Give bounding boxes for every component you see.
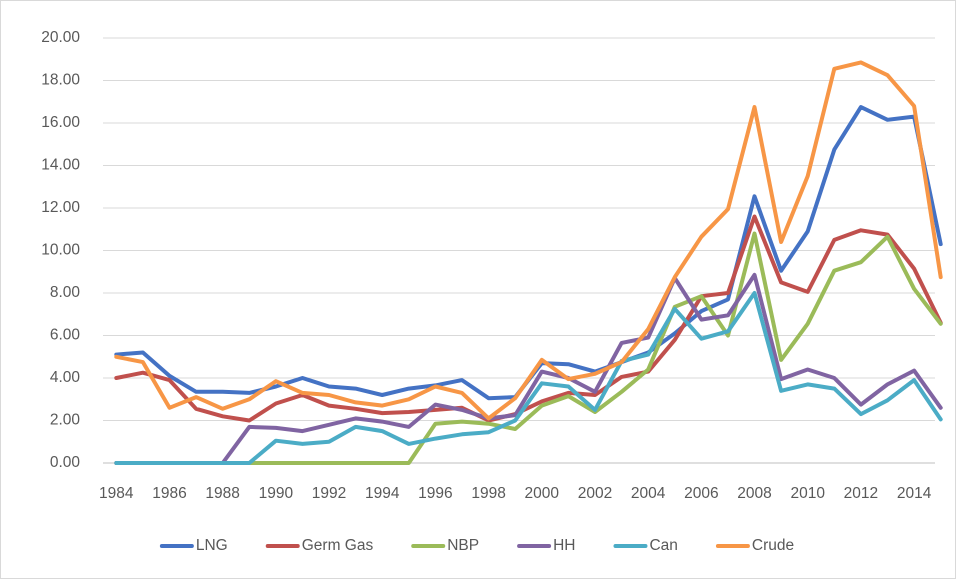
y-tick-label: 12.00 [41, 199, 80, 216]
y-tick-label: 16.00 [41, 114, 80, 131]
series-line [114, 60, 943, 421]
x-tick-label: 2002 [578, 485, 612, 502]
x-tick-label: 2004 [631, 485, 666, 502]
x-tick-label: 1992 [312, 485, 346, 502]
y-tick-label: 8.00 [50, 284, 81, 301]
y-tick-label: 10.00 [41, 242, 80, 259]
x-tick-label: 2008 [737, 485, 771, 502]
y-tick-label: 6.00 [50, 327, 81, 344]
series-line [114, 214, 943, 423]
legend-label: HH [553, 537, 575, 554]
y-tick-label: 18.00 [41, 72, 80, 89]
series-line [114, 231, 943, 465]
series-line [114, 291, 943, 465]
x-tick-label: 1986 [152, 485, 186, 502]
series-line [114, 272, 943, 465]
x-tick-label: 2014 [897, 485, 932, 502]
x-tick-label: 1990 [259, 485, 294, 502]
y-tick-label: 0.00 [50, 454, 81, 471]
x-tick-label: 1988 [205, 485, 239, 502]
y-tick-label: 4.00 [50, 369, 81, 386]
y-tick-label: 2.00 [50, 412, 81, 429]
x-tick-label: 1994 [365, 485, 400, 502]
legend-label: NBP [447, 537, 479, 554]
x-tick-label: 2006 [684, 485, 718, 502]
x-tick-label: 1996 [418, 485, 452, 502]
x-tick-label: 2012 [844, 485, 878, 502]
legend-label: Can [649, 537, 677, 554]
legend-label: LNG [196, 537, 228, 554]
legend-label: Germ Gas [302, 537, 374, 554]
legend-label: Crude [752, 537, 794, 554]
y-tick-label: 14.00 [41, 157, 80, 174]
y-tick-label: 20.00 [41, 29, 80, 46]
x-tick-label: 2010 [790, 485, 825, 502]
x-tick-label: 2000 [525, 485, 560, 502]
x-tick-label: 1984 [99, 485, 134, 502]
x-tick-label: 1998 [471, 485, 505, 502]
